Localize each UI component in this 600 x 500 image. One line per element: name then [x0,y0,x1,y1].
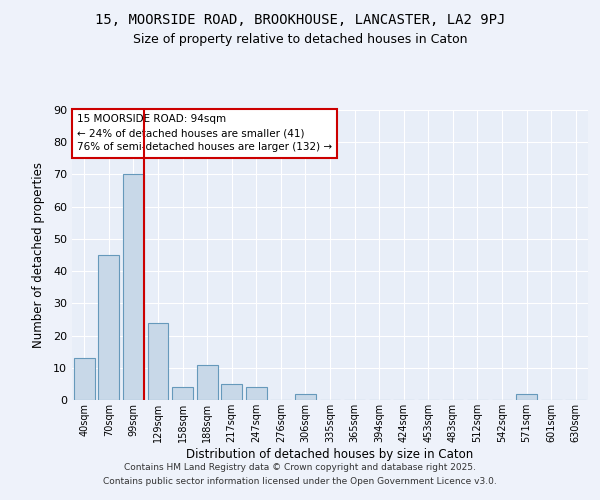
Bar [148,322,169,400]
Bar [74,358,95,400]
Text: Size of property relative to detached houses in Caton: Size of property relative to detached ho… [133,32,467,46]
Bar [295,394,316,400]
Bar [197,364,218,400]
Text: Contains public sector information licensed under the Open Government Licence v3: Contains public sector information licen… [103,477,497,486]
Bar [98,255,119,400]
X-axis label: Distribution of detached houses by size in Caton: Distribution of detached houses by size … [187,448,473,460]
Text: Contains HM Land Registry data © Crown copyright and database right 2025.: Contains HM Land Registry data © Crown c… [124,464,476,472]
Text: 15 MOORSIDE ROAD: 94sqm
← 24% of detached houses are smaller (41)
76% of semi-de: 15 MOORSIDE ROAD: 94sqm ← 24% of detache… [77,114,332,152]
Bar [221,384,242,400]
Bar [246,387,267,400]
Bar [123,174,144,400]
Y-axis label: Number of detached properties: Number of detached properties [32,162,44,348]
Bar [516,394,537,400]
Text: 15, MOORSIDE ROAD, BROOKHOUSE, LANCASTER, LA2 9PJ: 15, MOORSIDE ROAD, BROOKHOUSE, LANCASTER… [95,12,505,26]
Bar [172,387,193,400]
